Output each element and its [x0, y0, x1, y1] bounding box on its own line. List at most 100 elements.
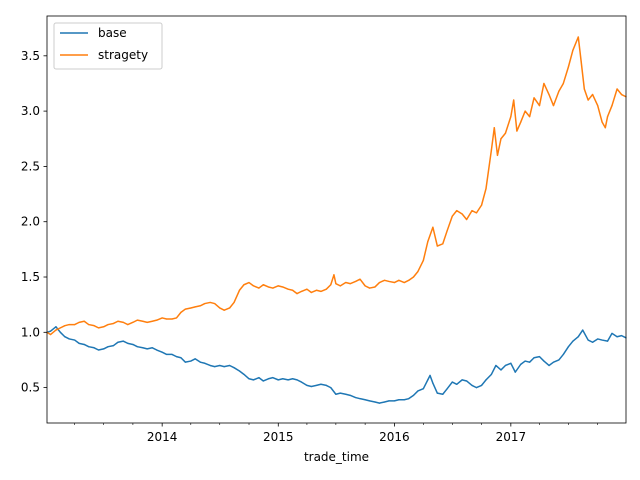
data-point-base — [368, 400, 371, 402]
data-point-base — [543, 360, 545, 362]
data-point-stragety — [267, 286, 270, 288]
data-point-base — [514, 371, 516, 373]
series-line-stragety — [46, 36, 627, 336]
data-point-stragety — [190, 307, 192, 309]
data-point-stragety — [451, 215, 453, 217]
data-point-stragety — [345, 281, 347, 284]
data-point-base — [229, 364, 231, 367]
data-point-stragety — [339, 285, 341, 287]
data-point-base — [107, 346, 109, 348]
data-point-base — [310, 385, 312, 388]
data-point-stragety — [456, 210, 458, 212]
data-point-base — [408, 398, 410, 400]
data-point-stragety — [368, 287, 371, 289]
data-point-stragety — [252, 285, 255, 287]
data-point-stragety — [93, 325, 95, 327]
data-point-base — [601, 339, 603, 341]
data-point-stragety — [107, 323, 109, 326]
data-point-base — [136, 346, 138, 348]
data-point-stragety — [359, 278, 361, 280]
data-point-base — [122, 340, 124, 342]
data-point-stragety — [587, 99, 589, 101]
data-point-stragety — [223, 309, 225, 311]
data-point-stragety — [466, 218, 468, 221]
data-point-stragety — [349, 283, 351, 285]
data-point-stragety — [310, 291, 312, 294]
data-point-stragety — [436, 245, 438, 247]
data-point-base — [620, 335, 623, 337]
data-point-base — [184, 361, 186, 363]
data-point-stragety — [442, 243, 444, 245]
data-point-base — [529, 361, 531, 363]
data-point-base — [223, 366, 225, 368]
data-point-base — [562, 353, 564, 356]
data-point-stragety — [83, 320, 85, 322]
data-point-base — [142, 347, 144, 349]
data-point-base — [190, 360, 192, 362]
data-point-base — [306, 384, 308, 386]
data-point-base — [199, 361, 201, 363]
y-tick-label: 0.5 — [21, 381, 40, 395]
data-point-base — [383, 401, 386, 403]
data-point-base — [616, 336, 618, 338]
data-point-stragety — [601, 121, 603, 123]
data-point-base — [475, 387, 478, 389]
data-point-stragety — [529, 116, 531, 118]
data-point-stragety — [606, 116, 609, 118]
data-point-stragety — [533, 97, 535, 99]
data-point-stragety — [64, 325, 66, 327]
data-point-base — [315, 384, 318, 386]
data-point-base — [427, 379, 429, 381]
y-tick-label: 2.0 — [21, 215, 40, 229]
data-point-base — [597, 338, 599, 340]
data-point-base — [436, 392, 438, 394]
data-point-base — [611, 332, 613, 335]
data-point-stragety — [446, 229, 448, 232]
data-point-base — [422, 388, 424, 390]
data-point-stragety — [292, 289, 294, 291]
data-point-base — [432, 382, 434, 384]
data-point-base — [151, 347, 153, 349]
data-point-stragety — [597, 104, 599, 107]
data-point-stragety — [432, 226, 434, 228]
data-point-stragety — [151, 320, 153, 322]
data-point-stragety — [296, 293, 298, 295]
data-point-base — [558, 359, 560, 361]
data-point-stragety — [333, 274, 335, 276]
data-point-base — [417, 390, 419, 392]
data-point-base — [606, 340, 609, 342]
data-point-base — [592, 341, 594, 343]
data-point-stragety — [538, 104, 541, 107]
data-point-stragety — [378, 281, 381, 284]
data-point-stragety — [374, 286, 376, 288]
data-point-stragety — [209, 301, 211, 304]
data-point-base — [161, 351, 163, 353]
data-point-base — [127, 342, 129, 344]
data-point-stragety — [132, 321, 134, 323]
data-point-base — [262, 380, 264, 382]
data-point-stragety — [277, 285, 279, 287]
data-point-base — [572, 340, 574, 342]
data-point-base — [296, 379, 298, 381]
data-point-base — [171, 353, 173, 356]
data-point-stragety — [485, 187, 487, 190]
data-point-base — [577, 336, 579, 338]
data-point-stragety — [103, 326, 105, 328]
data-point-base — [272, 377, 274, 379]
data-point-stragety — [620, 93, 623, 96]
data-point-stragety — [417, 270, 419, 273]
x-tick-label: 2017 — [496, 430, 527, 444]
data-point-base — [587, 339, 589, 341]
data-point-base — [446, 388, 448, 390]
data-point-base — [500, 369, 502, 371]
data-point-base — [132, 343, 134, 346]
data-point-base — [442, 393, 444, 395]
data-point-base — [166, 353, 168, 356]
data-point-stragety — [524, 110, 526, 112]
data-point-base — [354, 396, 357, 399]
data-point-stragety — [471, 210, 473, 212]
data-point-base — [374, 401, 376, 403]
data-point-base — [258, 377, 260, 379]
data-point-base — [349, 394, 351, 396]
